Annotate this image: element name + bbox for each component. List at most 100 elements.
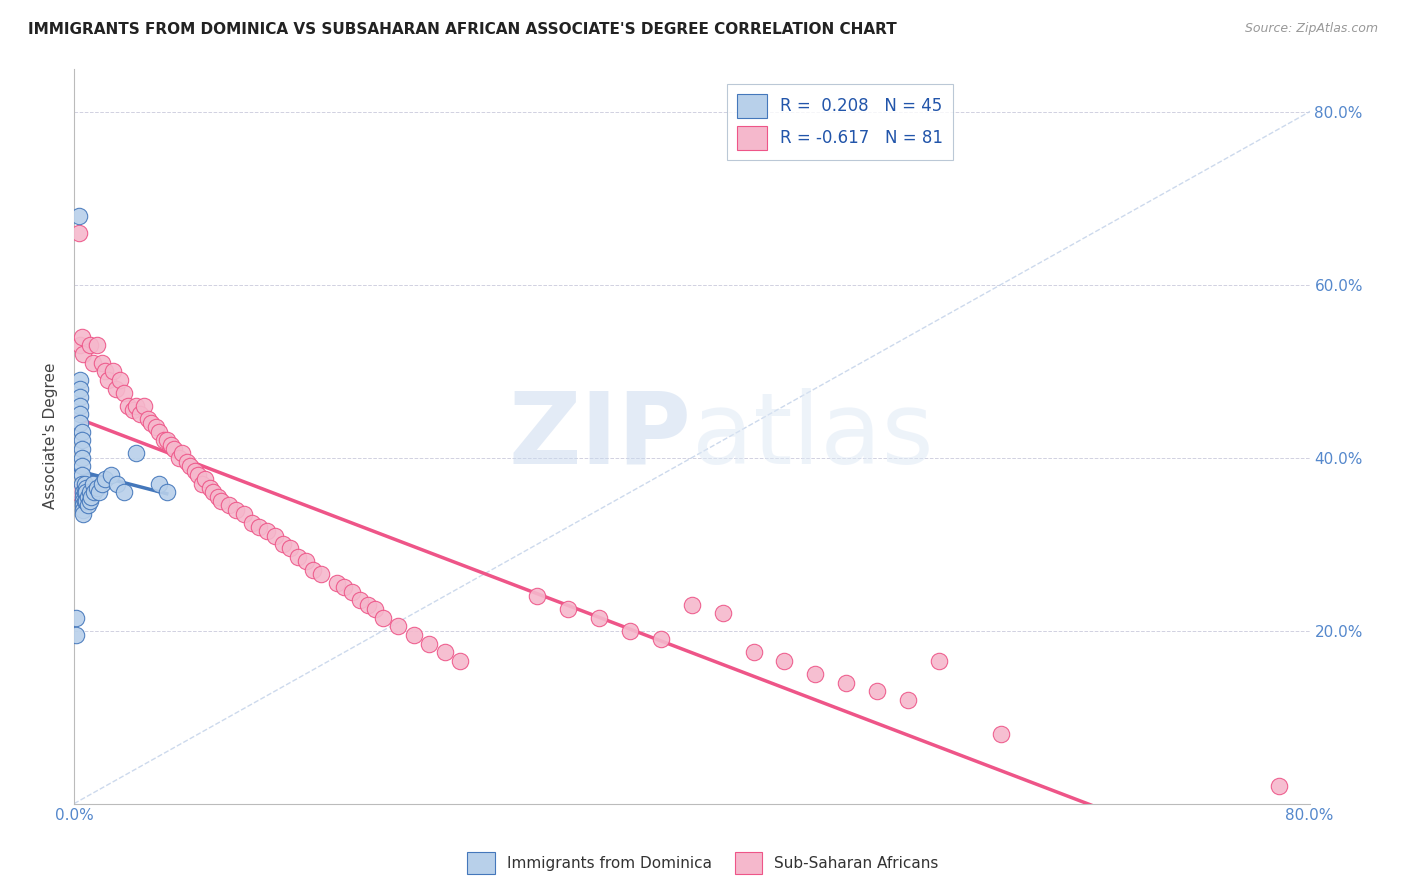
Point bbox=[619, 624, 641, 638]
Point bbox=[70, 450, 93, 465]
Point bbox=[72, 490, 94, 504]
Point bbox=[77, 498, 100, 512]
Point bbox=[804, 666, 827, 681]
Point bbox=[82, 476, 104, 491]
Point bbox=[97, 373, 120, 387]
Point bbox=[125, 446, 148, 460]
Point bbox=[132, 399, 155, 413]
Point bbox=[233, 507, 256, 521]
Point bbox=[928, 654, 950, 668]
Point bbox=[247, 520, 270, 534]
Point bbox=[194, 472, 217, 486]
Point bbox=[70, 434, 93, 448]
Point bbox=[69, 338, 91, 352]
Point bbox=[557, 602, 579, 616]
Point bbox=[101, 364, 124, 378]
Point bbox=[65, 628, 87, 642]
Point bbox=[65, 610, 87, 624]
Point bbox=[69, 399, 91, 413]
Point bbox=[433, 645, 456, 659]
Point bbox=[72, 494, 94, 508]
Point bbox=[176, 455, 198, 469]
Point bbox=[681, 598, 703, 612]
Point bbox=[202, 485, 225, 500]
Point bbox=[69, 416, 91, 430]
Point bbox=[70, 329, 93, 343]
Text: atlas: atlas bbox=[692, 387, 934, 484]
Text: Source: ZipAtlas.com: Source: ZipAtlas.com bbox=[1244, 22, 1378, 36]
Point bbox=[136, 411, 159, 425]
Point bbox=[198, 481, 221, 495]
Point bbox=[70, 425, 93, 439]
Point bbox=[69, 382, 91, 396]
Text: ZIP: ZIP bbox=[509, 387, 692, 484]
Point bbox=[179, 459, 201, 474]
Point bbox=[121, 403, 143, 417]
Point bbox=[218, 498, 240, 512]
Point bbox=[94, 364, 117, 378]
Point bbox=[69, 408, 91, 422]
Point bbox=[110, 373, 132, 387]
Point bbox=[73, 476, 96, 491]
Point bbox=[70, 459, 93, 474]
Point bbox=[72, 507, 94, 521]
Point bbox=[156, 485, 179, 500]
Point bbox=[69, 373, 91, 387]
Point bbox=[72, 485, 94, 500]
Point bbox=[117, 399, 139, 413]
Point bbox=[79, 338, 101, 352]
Point bbox=[349, 593, 371, 607]
Point bbox=[160, 438, 183, 452]
Point bbox=[82, 355, 104, 369]
Point bbox=[67, 209, 90, 223]
Legend: R =  0.208   N = 45, R = -0.617   N = 81: R = 0.208 N = 45, R = -0.617 N = 81 bbox=[727, 84, 953, 160]
Point bbox=[86, 481, 108, 495]
Point bbox=[104, 382, 127, 396]
Point bbox=[371, 610, 394, 624]
Point bbox=[302, 563, 325, 577]
Point bbox=[94, 472, 117, 486]
Legend: Immigrants from Dominica, Sub-Saharan Africans: Immigrants from Dominica, Sub-Saharan Af… bbox=[461, 846, 945, 880]
Point bbox=[294, 554, 316, 568]
Point bbox=[278, 541, 301, 556]
Point bbox=[172, 446, 194, 460]
Point bbox=[309, 567, 332, 582]
Point bbox=[835, 675, 858, 690]
Point bbox=[70, 467, 93, 482]
Point bbox=[129, 408, 152, 422]
Point bbox=[112, 485, 135, 500]
Point bbox=[183, 464, 205, 478]
Point bbox=[112, 385, 135, 400]
Point bbox=[69, 390, 91, 404]
Point bbox=[418, 637, 440, 651]
Point bbox=[70, 442, 93, 456]
Point bbox=[773, 654, 796, 668]
Point bbox=[87, 485, 110, 500]
Point bbox=[271, 537, 294, 551]
Point bbox=[364, 602, 387, 616]
Point bbox=[163, 442, 186, 456]
Point bbox=[73, 485, 96, 500]
Point bbox=[90, 476, 112, 491]
Point bbox=[148, 476, 170, 491]
Point bbox=[75, 481, 97, 495]
Point bbox=[225, 502, 247, 516]
Point bbox=[240, 516, 263, 530]
Point bbox=[105, 476, 128, 491]
Point bbox=[866, 684, 889, 698]
Point bbox=[209, 494, 232, 508]
Point bbox=[990, 727, 1012, 741]
Point bbox=[650, 632, 672, 647]
Point bbox=[79, 494, 101, 508]
Point bbox=[207, 490, 229, 504]
Point bbox=[80, 490, 103, 504]
Point bbox=[148, 425, 170, 439]
Point bbox=[100, 467, 122, 482]
Point bbox=[86, 338, 108, 352]
Point bbox=[1267, 780, 1289, 794]
Point bbox=[187, 467, 209, 482]
Point bbox=[145, 420, 167, 434]
Point bbox=[156, 434, 179, 448]
Point bbox=[72, 498, 94, 512]
Point bbox=[90, 355, 112, 369]
